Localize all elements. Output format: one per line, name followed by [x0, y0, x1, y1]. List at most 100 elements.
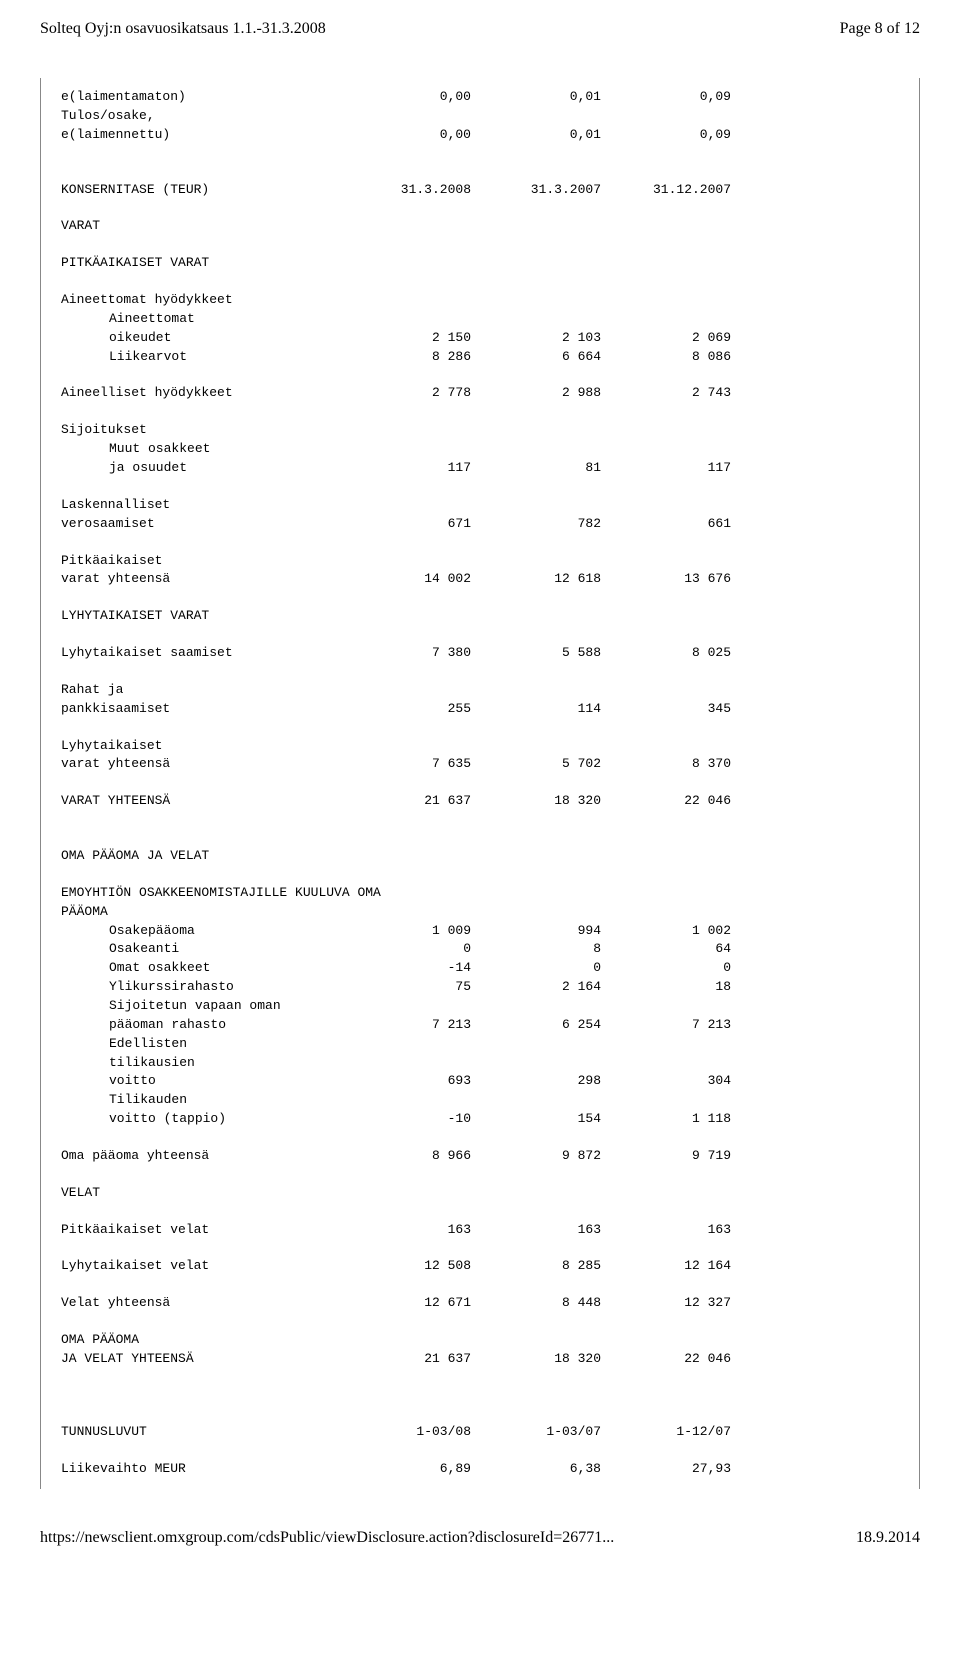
cell: 1-03/07: [471, 1423, 601, 1442]
cell: 345: [601, 700, 731, 719]
row-label: Tulos/osake,: [61, 107, 341, 126]
cell: 6 254: [471, 1016, 601, 1035]
row-label: Aineettomat hyödykkeet: [61, 291, 341, 310]
cell: 1-12/07: [601, 1423, 731, 1442]
cell: 12 508: [341, 1257, 471, 1276]
cell: 0,00: [341, 126, 471, 145]
table-row: ja osuudet11781117: [61, 459, 899, 478]
cell: [601, 997, 731, 1016]
table-row: VARAT: [61, 217, 899, 236]
cell: [471, 217, 601, 236]
table-row: Aineettomat hyödykkeet: [61, 291, 899, 310]
cell: 6,38: [471, 1460, 601, 1479]
table-row: JA VELAT YHTEENSÄ21 63718 32022 046: [61, 1350, 899, 1369]
blank-row: [61, 1442, 899, 1460]
table-row: voitto (tappio)-101541 118: [61, 1110, 899, 1129]
cell: [341, 217, 471, 236]
row-label: pankkisaamiset: [61, 700, 341, 719]
row-label: Liikearvot: [61, 348, 341, 367]
cell: 21 637: [341, 1350, 471, 1369]
cell: [471, 552, 601, 571]
cell: 1 009: [341, 922, 471, 941]
cell: [341, 1054, 471, 1073]
cell: 0,01: [471, 88, 601, 107]
blank-row: [61, 1369, 899, 1387]
table-row: VELAT: [61, 1184, 899, 1203]
cell: [601, 217, 731, 236]
table-row: KONSERNITASE (TEUR)31.3.200831.3.200731.…: [61, 181, 899, 200]
blank-row: [61, 1387, 899, 1405]
row-label: EMOYHTIÖN OSAKKEENOMISTAJILLE KUULUVA OM…: [61, 884, 381, 903]
cell: 163: [601, 1221, 731, 1240]
cell: [341, 421, 471, 440]
cell: -14: [341, 959, 471, 978]
cell: [341, 440, 471, 459]
blank-row: [61, 478, 899, 496]
table-row: Osakeanti0864: [61, 940, 899, 959]
row-label: varat yhteensä: [61, 570, 341, 589]
table-row: Tulos/osake,: [61, 107, 899, 126]
blank-row: [61, 1405, 899, 1423]
cell: 117: [341, 459, 471, 478]
cell: [341, 997, 471, 1016]
cell: [471, 440, 601, 459]
cell: 693: [341, 1072, 471, 1091]
table-row: Sijoitukset: [61, 421, 899, 440]
blank-row: [61, 1129, 899, 1147]
financial-table: e(laimentamaton)0,000,010,09Tulos/osake,…: [40, 78, 920, 1489]
blank-row: [61, 626, 899, 644]
row-label: Edellisten: [61, 1035, 341, 1054]
row-label: Liikevaihto MEUR: [61, 1460, 341, 1479]
table-row: oikeudet2 1502 1032 069: [61, 329, 899, 348]
cell: 7 213: [341, 1016, 471, 1035]
cell: [341, 291, 471, 310]
cell: [471, 903, 601, 922]
cell: [471, 496, 601, 515]
cell: 0: [471, 959, 601, 978]
cell: 163: [341, 1221, 471, 1240]
cell: [601, 1035, 731, 1054]
cell: 31.12.2007: [601, 181, 731, 200]
cell: 14 002: [341, 570, 471, 589]
cell: [341, 310, 471, 329]
table-row: verosaamiset671782661: [61, 515, 899, 534]
cell: [471, 1091, 601, 1110]
row-label: Ylikurssirahasto: [61, 978, 341, 997]
table-row: Osakepääoma1 0099941 002: [61, 922, 899, 941]
cell: [601, 310, 731, 329]
cell: 8 286: [341, 348, 471, 367]
cell: 81: [471, 459, 601, 478]
page-header: Solteq Oyj:n osavuosikatsaus 1.1.-31.3.2…: [40, 20, 920, 38]
table-row: voitto693298304: [61, 1072, 899, 1091]
cell: 18 320: [471, 1350, 601, 1369]
row-label: Lyhytaikaiset saamiset: [61, 644, 341, 663]
table-row: Liikevaihto MEUR6,896,3827,93: [61, 1460, 899, 1479]
cell: 5 702: [471, 755, 601, 774]
cell: [341, 254, 471, 273]
cell: [341, 607, 471, 626]
cell: [471, 1054, 601, 1073]
cell: 22 046: [601, 792, 731, 811]
row-label: VELAT: [61, 1184, 341, 1203]
cell: 12 164: [601, 1257, 731, 1276]
table-row: pankkisaamiset255114345: [61, 700, 899, 719]
footer-url: https://newsclient.omxgroup.com/cdsPubli…: [40, 1529, 614, 1547]
row-label: TUNNUSLUVUT: [61, 1423, 341, 1442]
cell: [471, 607, 601, 626]
cell: [601, 421, 731, 440]
blank-row: [61, 719, 899, 737]
row-label: VARAT YHTEENSÄ: [61, 792, 341, 811]
row-label: Velat yhteensä: [61, 1294, 341, 1313]
cell: 8 966: [341, 1147, 471, 1166]
row-label: PITKÄAIKAISET VARAT: [61, 254, 341, 273]
cell: [471, 1331, 601, 1350]
cell: [601, 254, 731, 273]
blank-row: [61, 1166, 899, 1184]
row-label: Sijoitetun vapaan oman: [61, 997, 341, 1016]
cell: [341, 1331, 471, 1350]
cell: 163: [471, 1221, 601, 1240]
page: Solteq Oyj:n osavuosikatsaus 1.1.-31.3.2…: [0, 0, 960, 1577]
page-footer: https://newsclient.omxgroup.com/cdsPubli…: [40, 1529, 920, 1547]
table-row: PITKÄAIKAISET VARAT: [61, 254, 899, 273]
blank-row: [61, 866, 899, 884]
